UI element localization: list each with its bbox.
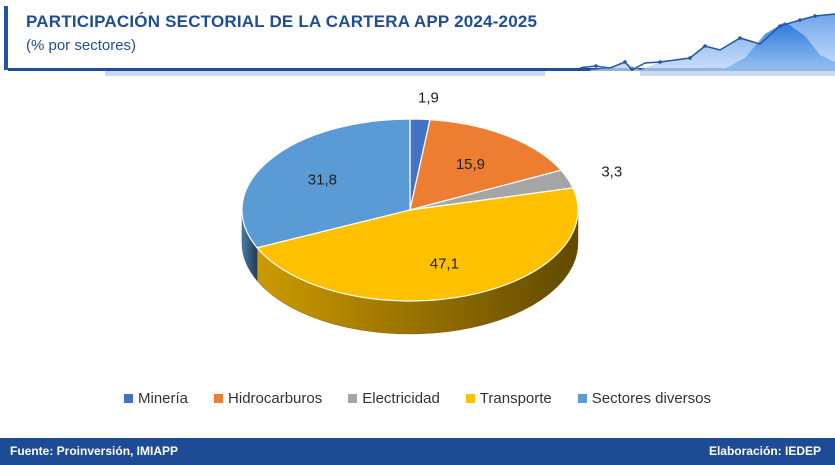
legend-swatch xyxy=(124,393,133,403)
legend-label: Electricidad xyxy=(362,389,440,407)
header-banner: PARTICIPACIÓN SECTORIAL DE LA CARTERA AP… xyxy=(0,0,835,78)
legend-swatch xyxy=(214,393,224,403)
legend-item: Minería xyxy=(124,388,188,408)
data-label-Transporte: 47,1 xyxy=(430,255,459,272)
legend-item: Sectores diversos xyxy=(577,388,711,408)
legend-label: Hidrocarburos xyxy=(228,389,323,407)
source-note: Fuente: Proinversión, IMIAPP xyxy=(10,444,179,458)
legend-swatch xyxy=(577,393,587,403)
legend-label: Sectores diversos xyxy=(591,389,711,407)
header-decoration xyxy=(8,13,835,76)
chart-title: PARTICIPACIÓN SECTORIAL DE LA CARTERA AP… xyxy=(26,12,538,31)
pie-slice-Transporte xyxy=(256,187,579,302)
data-label-Sectores diversos: 31,8 xyxy=(308,171,337,188)
legend-label: Transporte xyxy=(479,389,552,407)
legend-item: Hidrocarburos xyxy=(214,388,322,408)
header-accent-bar xyxy=(4,6,8,70)
data-label-Electricidad: 3,3 xyxy=(601,163,622,180)
legend-item: Transporte xyxy=(465,388,552,408)
legend-item: Electricidad xyxy=(348,388,440,408)
chart-legend: Minería Hidrocarburos Electricidad Transpor… xyxy=(0,388,835,408)
data-label-Minería: 1,9 xyxy=(418,90,439,106)
legend-swatch xyxy=(348,393,358,403)
pie-slice-Hidrocarburos xyxy=(409,119,563,211)
legend-swatch xyxy=(465,393,475,403)
pie-chart: 1,9 15,9 3,3 47,1 31,8 xyxy=(241,90,622,335)
chart-subtitle: (% por sectores) xyxy=(26,37,137,54)
pie-slice-Sectores diversos xyxy=(241,118,411,249)
credit-note: Elaboración: IEDEP xyxy=(708,444,821,458)
data-label-Hidrocarburos: 15,9 xyxy=(456,156,485,173)
legend-label: Minería xyxy=(138,389,189,407)
footer-bar: Fuente: Proinversión, IMIAPP Elaboración… xyxy=(0,438,835,465)
